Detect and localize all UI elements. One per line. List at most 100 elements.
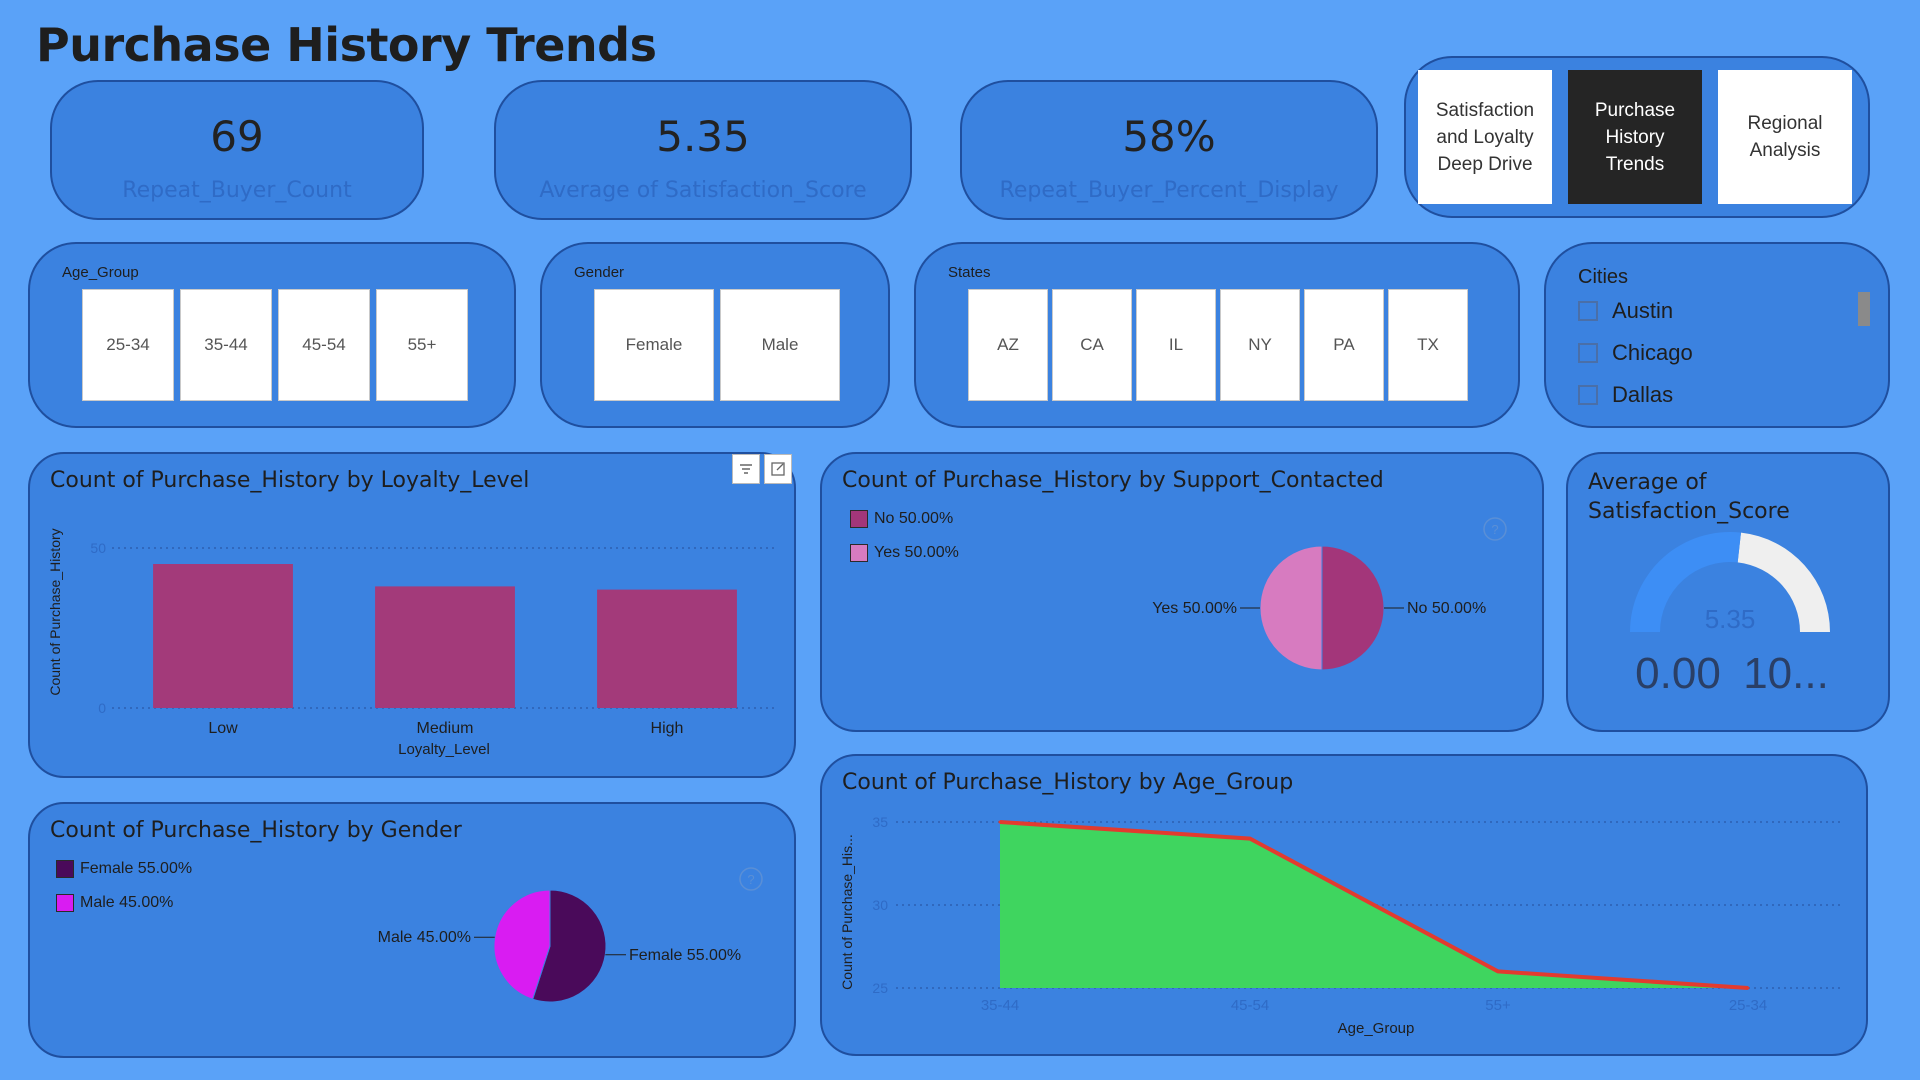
- kpi-value: 5.35: [656, 112, 750, 161]
- data-label: Yes 50.00%: [1152, 600, 1237, 617]
- gauge-min-label: 0.00: [1635, 649, 1721, 698]
- data-point: [1496, 969, 1500, 973]
- slicer-tile-25-34[interactable]: 25-34: [82, 289, 174, 401]
- city-option-chicago[interactable]: Chicago: [1578, 340, 1693, 366]
- slicer-title: Gender: [574, 264, 625, 281]
- cities-slicer: Cities Austin Chicago Dallas: [1544, 242, 1890, 428]
- support-pie-chart-card: Count of Purchase_History by Support_Con…: [820, 452, 1544, 732]
- help-icon[interactable]: ?: [738, 866, 764, 892]
- chart-title: Count of Purchase_History by Loyalty_Lev…: [50, 468, 530, 493]
- x-tick-label: 55+: [1485, 997, 1511, 1014]
- age-group-slicer: Age_Group 25-34 35-44 45-54 55+: [28, 242, 516, 428]
- gauge-fill: [1630, 532, 1741, 632]
- x-tick-label: High: [651, 720, 684, 737]
- x-tick-label: Low: [208, 720, 238, 737]
- city-option-austin[interactable]: Austin: [1578, 298, 1673, 324]
- help-icon[interactable]: ?: [1482, 516, 1508, 542]
- data-label: Male 45.00%: [378, 929, 471, 946]
- slicer-tile-male[interactable]: Male: [720, 289, 840, 401]
- bar-high: [597, 589, 737, 708]
- gauge-max-label: 10...: [1743, 649, 1829, 698]
- page-navigator: Satisfaction and Loyalty Deep Drive Purc…: [1404, 56, 1870, 218]
- legend-swatch: [56, 860, 74, 878]
- svg-text:?: ?: [1491, 522, 1498, 537]
- gender-pie-svg: Female 55.00% Male 45.00%: [378, 889, 741, 1003]
- city-label: Chicago: [1612, 340, 1693, 365]
- nav-button-regional-analysis[interactable]: Regional Analysis: [1718, 70, 1852, 204]
- slicer-tile-tx[interactable]: TX: [1388, 289, 1468, 401]
- kpi-label: Repeat_Buyer_Percent_Display: [999, 178, 1339, 203]
- slicer-title: Age_Group: [62, 264, 139, 281]
- y-tick-label: 0: [98, 700, 106, 716]
- pie-slice-no: [1321, 545, 1385, 671]
- page-title: Purchase History Trends: [36, 18, 657, 72]
- data-point: [1746, 986, 1750, 990]
- satisfaction-gauge-card: Average of Satisfaction_Score 5.35 0.00 10…: [1566, 452, 1890, 732]
- x-tick-label: 45-54: [1231, 997, 1269, 1014]
- slicer-tile-il[interactable]: IL: [1136, 289, 1216, 401]
- gauge-value: 5.35: [1705, 604, 1756, 634]
- x-tick-label: 35-44: [981, 997, 1019, 1014]
- city-label: Austin: [1612, 298, 1674, 323]
- legend-item-yes: Yes 50.00%: [850, 544, 959, 562]
- pie-slice-yes: [1259, 545, 1323, 671]
- chart-title: Average of Satisfaction_Score: [1588, 470, 1790, 524]
- gender-slicer: Gender Female Male: [540, 242, 890, 428]
- svg-text:?: ?: [747, 872, 754, 887]
- checkbox[interactable]: [1578, 343, 1598, 363]
- kpi-value: 69: [210, 112, 264, 161]
- slicer-tile-pa[interactable]: PA: [1304, 289, 1384, 401]
- slicer-tile-female[interactable]: Female: [594, 289, 714, 401]
- slicer-tile-az[interactable]: AZ: [968, 289, 1048, 401]
- slicer-tile-ny[interactable]: NY: [1220, 289, 1300, 401]
- x-tick-label: 25-34: [1729, 997, 1767, 1014]
- bar-chart-svg: Count of Purchase_History Loyalty_Level …: [47, 528, 778, 758]
- slicer-tile-45-54[interactable]: 45-54: [278, 289, 370, 401]
- y-axis-label: Count of Purchase_His...: [839, 834, 855, 990]
- area-line: [999, 820, 1749, 990]
- filter-icon[interactable]: [732, 454, 760, 484]
- scrollbar-thumb[interactable]: [1858, 292, 1870, 326]
- y-tick-label: 35: [872, 814, 888, 830]
- x-axis-label: Age_Group: [1338, 1020, 1415, 1037]
- checkbox[interactable]: [1578, 301, 1598, 321]
- checkbox[interactable]: [1578, 385, 1598, 405]
- slicer-title: Cities: [1578, 266, 1629, 288]
- slicer-tile-35-44[interactable]: 35-44: [180, 289, 272, 401]
- y-tick-label: 25: [872, 980, 888, 996]
- slicer-tile-ca[interactable]: CA: [1052, 289, 1132, 401]
- nav-button-purchase-history[interactable]: Purchase History Trends: [1568, 70, 1702, 204]
- city-label: Dallas: [1612, 382, 1674, 407]
- chart-title: Count of Purchase_History by Support_Con…: [842, 468, 1384, 493]
- legend-item-female: Female 55.00%: [56, 860, 192, 878]
- gauge-svg: 5.35 0.00 10...: [1630, 532, 1830, 698]
- legend-swatch: [850, 510, 868, 528]
- bar-low: [153, 564, 293, 708]
- legend-item-no: No 50.00%: [850, 510, 953, 528]
- kpi-label: Repeat_Buyer_Count: [122, 178, 352, 203]
- legend-label: No 50.00%: [874, 510, 954, 527]
- data-label: No 50.00%: [1407, 600, 1486, 617]
- bar-medium: [375, 586, 515, 708]
- kpi-card-average-satisfaction: 5.35 Average of Satisfaction_Score: [494, 80, 912, 220]
- x-axis-label: Loyalty_Level: [398, 741, 490, 758]
- kpi-value: 58%: [1122, 112, 1216, 161]
- focus-mode-icon[interactable]: [764, 454, 792, 484]
- area-chart-svg: Count of Purchase_His... Age_Group 25 30 3…: [839, 814, 1844, 1037]
- chart-title: Count of Purchase_History by Gender: [50, 818, 462, 843]
- y-tick-label: 50: [90, 540, 106, 556]
- data-label: Female 55.00%: [629, 947, 741, 964]
- x-tick-label: Medium: [417, 720, 474, 737]
- legend-label: Female 55.00%: [80, 860, 193, 877]
- city-option-dallas[interactable]: Dallas: [1578, 382, 1673, 408]
- nav-button-satisfaction-loyalty[interactable]: Satisfaction and Loyalty Deep Drive: [1418, 70, 1552, 204]
- slicer-tile-55-plus[interactable]: 55+: [376, 289, 468, 401]
- slicer-title: States: [948, 264, 991, 281]
- loyalty-bar-chart-card: Count of Purchase_History by Loyalty_Lev…: [28, 452, 796, 778]
- kpi-card-repeat-buyer-percent: 58% Repeat_Buyer_Percent_Display: [960, 80, 1378, 220]
- gauge-track: [1737, 532, 1830, 632]
- y-axis-label: Count of Purchase_History: [47, 528, 63, 695]
- support-pie-svg: No 50.00% Yes 50.00%: [1152, 545, 1486, 671]
- gender-pie-chart-card: Count of Purchase_History by Gender Fema…: [28, 802, 796, 1058]
- legend-label: Male 45.00%: [80, 894, 174, 911]
